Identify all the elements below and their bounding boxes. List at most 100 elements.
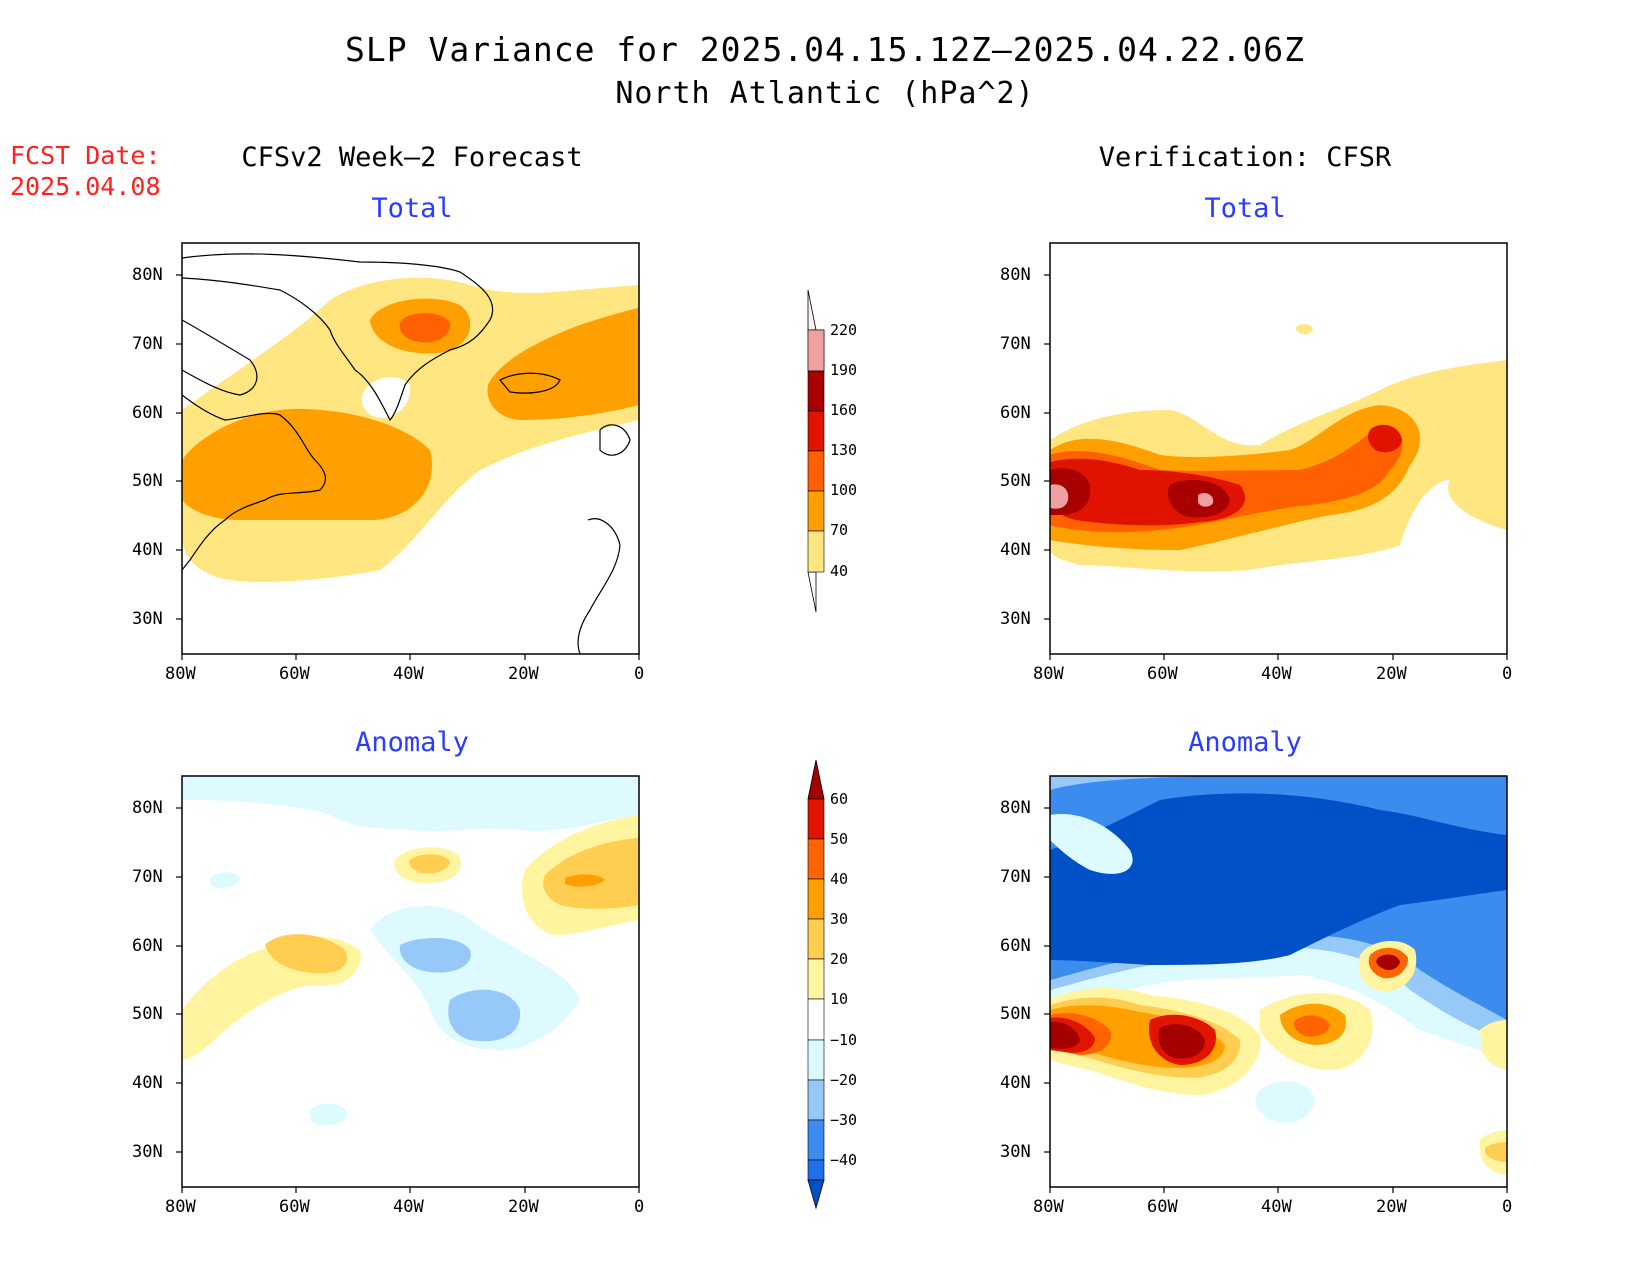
colorbar-level-label: −40 xyxy=(830,1151,858,1169)
verification-anomaly-title: Anomaly xyxy=(1188,727,1302,758)
forecast-date-value: 2025.04.08 xyxy=(10,172,161,201)
colorbar-anomaly xyxy=(807,759,825,1210)
contour-70-east xyxy=(487,308,639,420)
lon-label: 60W xyxy=(279,664,310,684)
lat-label: 60N xyxy=(1000,936,1031,956)
lon-label: 80W xyxy=(165,1197,196,1217)
colorbar-level-label: 100 xyxy=(830,481,858,499)
lat-label: 30N xyxy=(1000,1142,1031,1162)
lat-label: 80N xyxy=(132,265,163,285)
axis-ticks xyxy=(176,274,640,660)
lon-label: 0 xyxy=(634,1197,645,1217)
colorbar-level-label: 220 xyxy=(830,321,858,339)
white-hole xyxy=(361,377,411,418)
lon-label: 20W xyxy=(508,1197,539,1217)
lat-label: 30N xyxy=(132,609,163,629)
lat-label: 80N xyxy=(1000,798,1031,818)
verification-total-map xyxy=(1050,243,1507,654)
contour-minus10-labrador xyxy=(210,872,240,888)
lat-label: 40N xyxy=(1000,540,1031,560)
colorbar-total-arrow-top xyxy=(807,289,817,331)
lat-label: 80N xyxy=(1000,265,1031,285)
contour-plus20-east xyxy=(543,838,639,909)
contour-plus10-e xyxy=(1480,1020,1507,1070)
lat-label: 60N xyxy=(1000,403,1031,423)
coastline xyxy=(182,253,631,654)
forecast-date-block: FCST Date: 2025.04.08 xyxy=(10,140,161,202)
lon-label: 60W xyxy=(1147,1197,1178,1217)
contour-190 xyxy=(1050,484,1069,509)
lat-label: 50N xyxy=(132,1004,163,1024)
lon-label: 40W xyxy=(1261,664,1292,684)
lat-label: 50N xyxy=(1000,471,1031,491)
colorbar-level-label: 70 xyxy=(830,521,849,539)
colorbar-level-label: 160 xyxy=(830,401,858,419)
lat-label: 60N xyxy=(132,403,163,423)
colorbar-level-label: −30 xyxy=(830,1111,858,1129)
colorbar-level-label: −10 xyxy=(830,1031,858,1049)
lon-label: 20W xyxy=(508,664,539,684)
colorbar-level-label: 20 xyxy=(830,950,849,968)
contour-minus20 xyxy=(399,938,471,973)
contour-plus40-east xyxy=(1294,1015,1330,1037)
lon-label: 20W xyxy=(1376,1197,1407,1217)
contour-plus60-west xyxy=(1050,1021,1080,1049)
forecast-total-title: Total xyxy=(371,193,453,224)
colorbar-level-label: 10 xyxy=(830,990,849,1008)
colorbar-level-label: 30 xyxy=(830,910,849,928)
lon-label: 20W xyxy=(1376,664,1407,684)
contour-minus40 xyxy=(1050,793,1507,965)
verification-total-title: Total xyxy=(1204,193,1286,224)
colorbar-level-label: 50 xyxy=(830,830,849,848)
contour-minus10-small xyxy=(310,1103,348,1126)
verification-column-title: Verification: CFSR xyxy=(1098,142,1392,173)
lon-label: 0 xyxy=(1502,1197,1513,1217)
lon-label: 40W xyxy=(393,1197,424,1217)
colorbar-level-label: 130 xyxy=(830,441,858,459)
main-subtitle: North Atlantic (hPa^2) xyxy=(615,76,1035,111)
forecast-total-map xyxy=(182,243,639,654)
lon-label: 0 xyxy=(1502,664,1513,684)
colorbar-anomaly-arrow-top xyxy=(807,759,825,800)
lon-label: 0 xyxy=(634,664,645,684)
lat-label: 50N xyxy=(132,471,163,491)
lat-label: 40N xyxy=(132,1073,163,1093)
contour-130-east xyxy=(1367,424,1402,453)
colorbar-total-arrow-bottom xyxy=(807,571,817,613)
lat-label: 40N xyxy=(1000,1073,1031,1093)
main-title: SLP Variance for 2025.04.15.12Z–2025.04.… xyxy=(345,30,1305,69)
contour-190-mid xyxy=(1198,492,1214,507)
white-northwest xyxy=(182,243,330,400)
colorbar-level-label: 190 xyxy=(830,361,858,379)
lat-label: 40N xyxy=(132,540,163,560)
contour-70-west xyxy=(182,409,432,520)
contour-plus20-se xyxy=(1485,1142,1507,1162)
lat-label: 80N xyxy=(132,798,163,818)
contour-plus20-west xyxy=(265,934,347,974)
contour-minus10-labrador xyxy=(1050,814,1133,874)
colorbar-level-label: 40 xyxy=(830,562,849,580)
lon-label: 60W xyxy=(1147,664,1178,684)
colorbar-level-label: 60 xyxy=(830,790,849,808)
colorbar-anomaly-arrow-bottom xyxy=(807,1179,825,1210)
lat-label: 70N xyxy=(132,867,163,887)
forecast-anomaly-map xyxy=(182,776,639,1187)
contour-plus30-east xyxy=(565,874,605,887)
lon-label: 80W xyxy=(165,664,196,684)
forecast-anomaly-title: Anomaly xyxy=(355,727,469,758)
lat-label: 30N xyxy=(1000,609,1031,629)
contour-plus60-ne xyxy=(1376,954,1400,970)
contour-minus10-north xyxy=(182,776,639,832)
lon-label: 40W xyxy=(393,664,424,684)
lat-label: 70N xyxy=(132,334,163,354)
lat-label: 60N xyxy=(132,936,163,956)
contour-100-greenland xyxy=(399,313,451,343)
contour-minus10-south xyxy=(1255,1081,1315,1124)
forecast-date-label: FCST Date: xyxy=(10,141,161,170)
forecast-column-title: CFSv2 Week–2 Forecast xyxy=(241,142,583,173)
lat-label: 70N xyxy=(1000,334,1031,354)
verification-anomaly-map xyxy=(1050,776,1507,1187)
lon-label: 80W xyxy=(1033,1197,1064,1217)
colorbar-level-label: −20 xyxy=(830,1071,858,1089)
